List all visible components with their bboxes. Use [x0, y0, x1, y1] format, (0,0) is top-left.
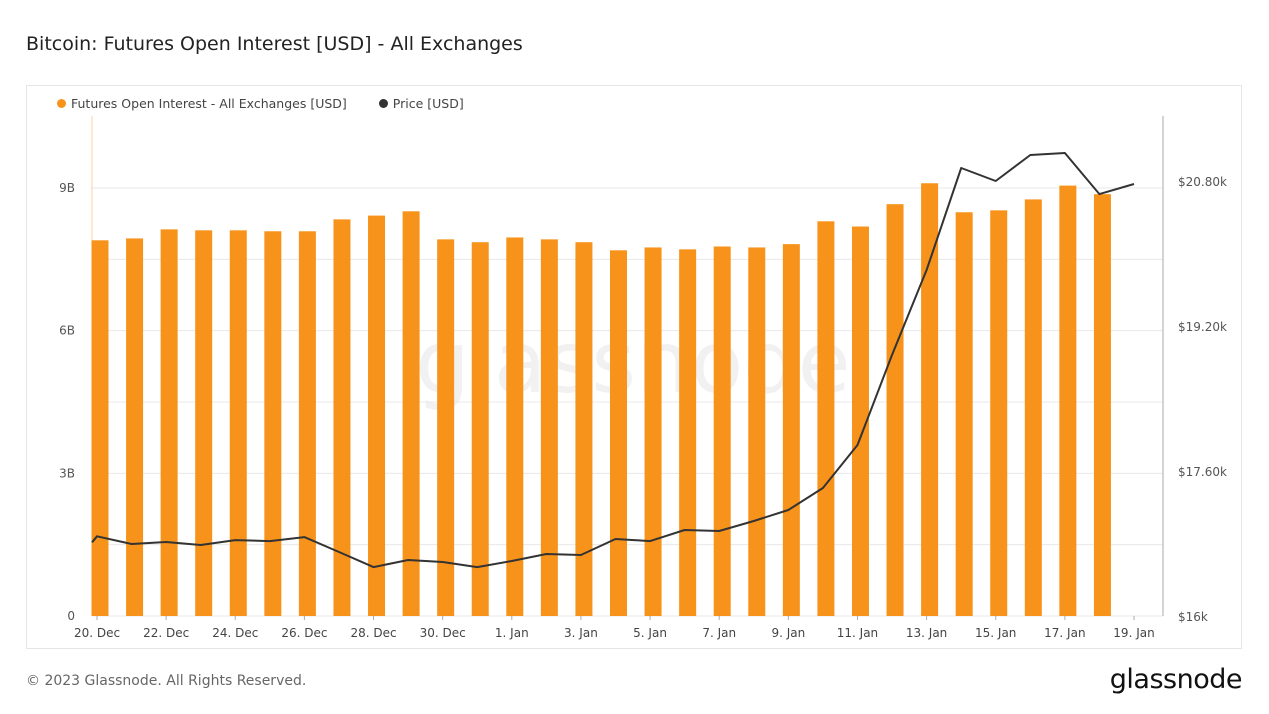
x-axis-tick-label: 26. Dec [281, 626, 327, 640]
bar [748, 247, 766, 616]
bar [644, 247, 662, 616]
x-axis-tick-label: 15. Jan [975, 626, 1016, 640]
dark-dot-icon [378, 99, 388, 108]
bar [402, 211, 420, 616]
bar [610, 250, 627, 616]
bar [1093, 194, 1111, 616]
bar [713, 246, 731, 616]
legend-label: Futures Open Interest - All Exchanges [U… [71, 96, 347, 111]
right-axis-tick-label: $20.80k [1178, 175, 1227, 189]
x-axis-tick-label: 5. Jan [633, 626, 667, 640]
bar [990, 210, 1008, 616]
x-axis-tick-label: 9. Jan [771, 626, 805, 640]
bar [126, 238, 144, 617]
bar [471, 242, 489, 617]
bar [91, 240, 109, 617]
bar [782, 244, 800, 617]
x-axis-tick-label: 30. Dec [420, 626, 466, 640]
bar [506, 237, 524, 617]
bar [955, 212, 973, 616]
bar [679, 249, 697, 616]
bar [851, 226, 869, 616]
bar [437, 239, 455, 617]
x-axis-tick-label: 7. Jan [702, 626, 736, 640]
x-axis-tick-label: 19. Jan [1113, 626, 1154, 640]
right-axis-tick-label: $17.60k [1178, 465, 1227, 479]
left-axis-tick-label: 9B [59, 181, 75, 195]
bar [229, 230, 247, 616]
chart-title: Bitcoin: Futures Open Interest [USD] - A… [26, 33, 523, 55]
bar [540, 239, 558, 617]
bar [160, 229, 178, 616]
bar [817, 221, 835, 617]
legend-label: Price [USD] [392, 96, 464, 111]
left-axis-tick-label: 0 [67, 609, 75, 623]
orange-dot-icon [57, 99, 66, 108]
bar [1024, 199, 1042, 616]
bar [195, 230, 213, 616]
bar [921, 183, 939, 616]
left-axis-tick-label: 3B [59, 466, 75, 480]
x-axis-tick-label: 13. Jan [906, 626, 947, 640]
x-axis-tick-label: 17. Jan [1044, 626, 1085, 640]
glassnode-logo: glassnode [1109, 664, 1243, 695]
bar [298, 231, 316, 616]
legend-item-price[interactable]: Price [USD] [378, 96, 464, 111]
copyright: © 2023 Glassnode. All Rights Reserved. [26, 673, 307, 689]
x-axis-tick-label: 28. Dec [350, 626, 396, 640]
legend-item-open-interest[interactable]: Futures Open Interest - All Exchanges [U… [57, 96, 347, 111]
bar [264, 231, 282, 616]
price-line [91, 152, 1135, 569]
left-axis-tick-label: 6B [59, 324, 75, 338]
x-axis-tick-label: 1. Jan [495, 626, 529, 640]
right-axis-tick-label: $19.20k [1178, 320, 1227, 334]
bar [575, 242, 593, 617]
bar [1059, 185, 1077, 616]
bar [333, 219, 351, 617]
legend: Futures Open Interest - All Exchanges [U… [57, 96, 464, 111]
bar [368, 215, 386, 617]
x-axis-tick-label: 24. Dec [212, 626, 258, 640]
x-axis-tick-label: 22. Dec [143, 626, 189, 640]
bar [886, 204, 904, 616]
chart-panel [26, 85, 1242, 649]
x-axis-tick-label: 11. Jan [837, 626, 878, 640]
x-axis-tick-label: 20. Dec [74, 626, 120, 640]
right-axis-tick-label: $16k [1178, 610, 1208, 624]
x-axis-tick-label: 3. Jan [564, 626, 598, 640]
